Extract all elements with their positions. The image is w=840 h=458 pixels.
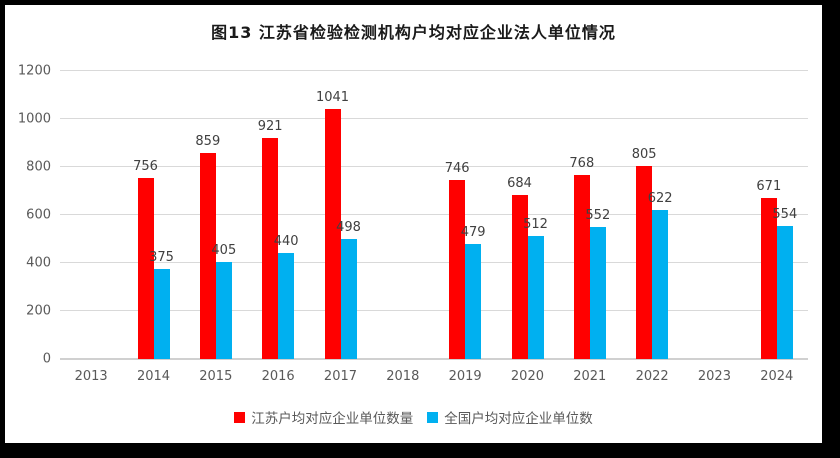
y-tick-label-1000: 1000: [17, 111, 51, 127]
legend-swatch-national: [427, 411, 439, 423]
legend-swatch-jiangsu: [234, 411, 246, 423]
bar-jiangsu-2022: [636, 165, 653, 359]
data-label-jiangsu-2014: 756: [133, 158, 158, 174]
y-tick-label-1200: 1200: [17, 63, 51, 79]
data-label-jiangsu-2017: 1041: [315, 90, 350, 106]
y-tick-label-800: 800: [26, 159, 51, 175]
bar-jiangsu-2024: [760, 197, 777, 359]
x-tick-label-2016: 2016: [261, 369, 295, 384]
data-label-national-2016: 440: [273, 234, 299, 250]
bar-national-2022: [652, 209, 669, 359]
x-tick-label-2014: 2014: [136, 369, 171, 384]
x-tick-label-2020: 2020: [510, 369, 544, 384]
bar-national-2017: [340, 239, 357, 359]
data-label-national-2017: 498: [336, 220, 361, 236]
bar-national-2019: [465, 244, 482, 359]
data-label-national-2024: 554: [772, 207, 798, 223]
gridline-200: [60, 310, 808, 311]
bar-national-2015: [215, 261, 232, 359]
gridline-600: [60, 214, 808, 215]
legend-item-jiangsu: 江苏户均对应企业单位数量: [234, 407, 413, 427]
data-label-national-2015: 405: [211, 242, 237, 258]
data-label-jiangsu-2016: 921: [257, 118, 283, 134]
x-axis-line: [60, 358, 808, 360]
data-label-national-2020: 512: [523, 217, 548, 233]
data-label-national-2019: 479: [460, 225, 486, 241]
y-tick-label-400: 400: [26, 255, 51, 271]
chart-title: 图13 江苏省检验检测机构户均对应企业法人单位情况: [211, 23, 616, 42]
bar-jiangsu-2019: [449, 179, 466, 359]
legend-item-national: 全国户均对应企业单位数: [427, 407, 593, 427]
x-tick-label-2023: 2023: [697, 369, 731, 384]
x-tick-label-2018: 2018: [386, 369, 420, 384]
data-label-jiangsu-2020: 684: [507, 175, 532, 191]
bar-national-2020: [527, 236, 544, 359]
bar-national-2021: [589, 226, 606, 359]
x-axis-tick-labels: 2013 2014 2015 2016 2017 2018 2019 2020 2021 2022…: [60, 369, 808, 384]
gridline-400: [60, 262, 808, 263]
y-tick-label-200: 200: [26, 303, 51, 319]
data-label-jiangsu-2019: 746: [444, 160, 470, 176]
data-label-jiangsu-2015: 859: [195, 133, 221, 149]
x-tick-label-2021: 2021: [573, 369, 607, 384]
bar-jiangsu-2021: [573, 174, 590, 359]
bar-jiangsu-2014: [137, 177, 154, 359]
data-label-national-2014: 375: [149, 250, 174, 265]
gridline-800: [60, 166, 808, 167]
x-tick-label-2019: 2019: [448, 369, 482, 384]
gridline-1200: [60, 70, 808, 71]
data-label-national-2021: 552: [585, 207, 611, 223]
x-tick-label-2015: 2015: [199, 369, 233, 384]
x-tick-label-2024: 2024: [760, 369, 794, 384]
y-tick-label-600: 600: [26, 207, 51, 223]
data-label-jiangsu-2022: 805: [631, 146, 657, 162]
legend-label-national: 全国户均对应企业单位数: [444, 411, 593, 427]
x-tick-label-2022: 2022: [635, 369, 669, 384]
chart-canvas: 图13 江苏省检验检测机构户均对应企业法人单位情况 756 375 859 405 92…: [5, 5, 822, 443]
data-label-jiangsu-2024: 671: [756, 178, 782, 194]
bar-jiangsu-2020: [511, 194, 528, 359]
bar-national-2024: [776, 226, 793, 359]
plot-area: 756 375 859 405 921 440 1041 498 746 479 684 512 768…: [60, 70, 808, 360]
y-tick-label-0: 0: [42, 351, 51, 367]
legend: 江苏户均对应企业单位数量 全国户均对应企业单位数: [5, 407, 822, 427]
gridline-1000: [60, 118, 808, 119]
data-label-national-2022: 622: [647, 190, 673, 206]
x-tick-label-2013: 2013: [74, 369, 108, 384]
legend-label-jiangsu: 江苏户均对应企业单位数量: [251, 411, 414, 427]
bar-jiangsu-2016: [262, 137, 279, 359]
data-label-jiangsu-2021: 768: [569, 155, 595, 171]
bar-national-2016: [278, 253, 295, 359]
x-tick-label-2017: 2017: [323, 369, 358, 384]
bar-jiangsu-2015: [199, 152, 216, 359]
bar-national-2014: [153, 269, 170, 359]
bar-jiangsu-2017: [324, 109, 341, 359]
